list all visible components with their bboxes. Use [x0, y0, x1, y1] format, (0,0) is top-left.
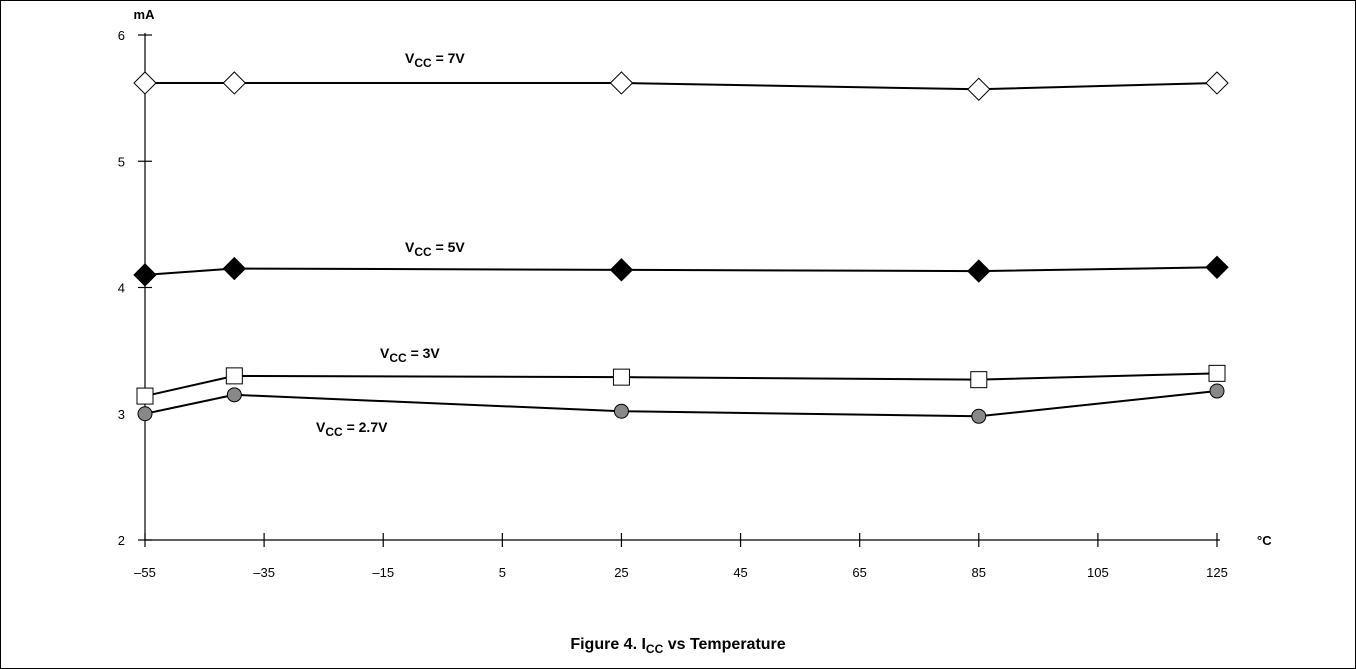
data-point: [1209, 383, 1225, 399]
caption-suffix: vs Temperature: [663, 636, 786, 653]
data-point: [136, 387, 154, 405]
data-point: [222, 71, 247, 95]
y-tick-label: 3: [118, 407, 125, 422]
series-label-1: VCC = 5V: [405, 239, 465, 259]
caption-subscript: CC: [645, 642, 664, 657]
y-axis-label: mA: [134, 7, 156, 22]
y-tick-label: 5: [118, 154, 125, 169]
figure-caption: Figure 4. ICC vs Temperature: [0, 636, 1356, 656]
data-point: [225, 367, 243, 385]
x-tick-label: 85: [972, 565, 986, 580]
data-point: [967, 259, 991, 283]
x-tick-label: 125: [1206, 565, 1228, 580]
data-point: [133, 71, 157, 95]
data-point: [133, 263, 157, 287]
x-axis-label: °C: [1257, 533, 1272, 548]
y-tick-label: 4: [118, 281, 125, 296]
x-tick-label: 45: [733, 565, 747, 580]
series-label-3: VCC = 2.7V: [316, 419, 388, 439]
series-labels: VCC = 7V VCC = 5V VCC = 3V VCC = 2.7V: [316, 50, 465, 439]
data-point: [967, 77, 991, 101]
series-label-2: VCC = 3V: [380, 345, 440, 365]
x-tick-label: –35: [253, 565, 275, 580]
x-tick-label: 105: [1087, 565, 1109, 580]
x-tick-label: –55: [134, 565, 156, 580]
data-point: [222, 256, 247, 281]
series-line-2: [144, 372, 1218, 398]
data-point: [609, 71, 634, 95]
series-label-0: VCC = 7V: [405, 50, 465, 70]
data-point: [137, 406, 153, 422]
y-tick-label: 6: [118, 28, 125, 43]
data-point: [971, 408, 987, 424]
data-point: [1205, 71, 1229, 95]
x-tick-label: –15: [372, 565, 394, 580]
data-point: [612, 368, 630, 386]
series-line-1: [144, 266, 1218, 276]
x-tick-label: 5: [499, 565, 506, 580]
data-point: [1205, 255, 1229, 280]
data-point: [613, 403, 629, 419]
data-point: [609, 258, 634, 282]
x-tick-label: 25: [614, 565, 628, 580]
x-tick-label: 65: [852, 565, 866, 580]
y-tick-label: 2: [118, 533, 125, 548]
data-point: [226, 387, 242, 403]
data-point: [970, 371, 988, 389]
series-group: [133, 71, 1229, 424]
series-line-0: [145, 81, 1218, 91]
caption-prefix: Figure 4. I: [570, 636, 646, 653]
series-line-3: [144, 390, 1218, 418]
data-point: [1208, 364, 1226, 382]
